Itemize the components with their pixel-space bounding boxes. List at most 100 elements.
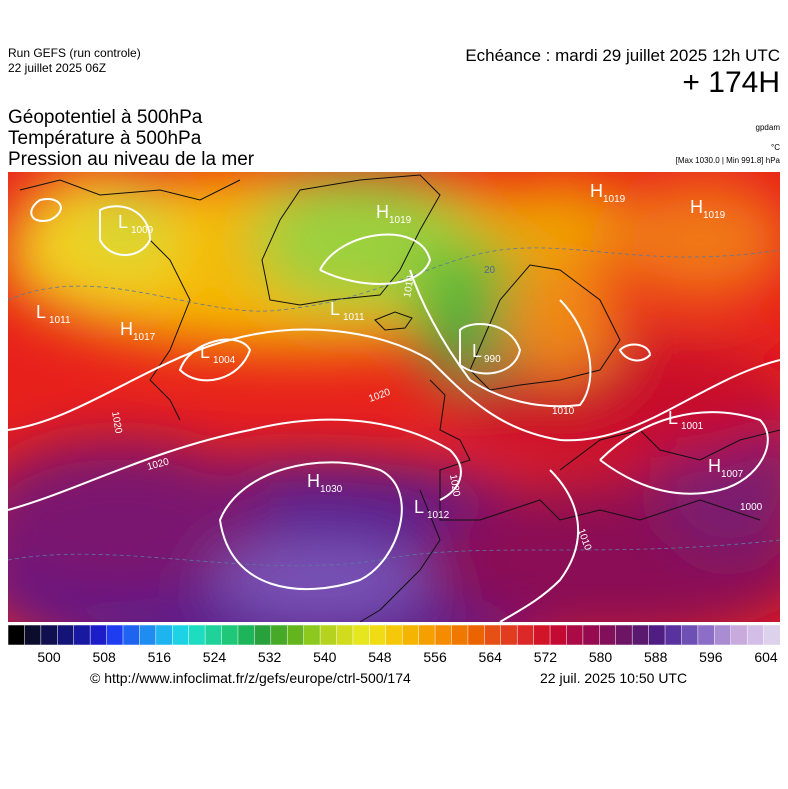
colorbar-swatch (401, 624, 420, 646)
colorbar-swatch (89, 624, 108, 646)
colorbar-swatch (303, 624, 321, 646)
pressure-center-kind: H (376, 202, 389, 222)
colorbar-swatch (139, 624, 157, 646)
pressure-center-value: 1012 (427, 510, 450, 521)
colorbar-label: 540 (313, 649, 337, 665)
pressure-center-kind: H (708, 456, 721, 476)
isobar-label: 1020 (109, 411, 124, 435)
pressure-center-kind: H (690, 197, 703, 217)
colorbar-swatch (172, 624, 190, 646)
valid-time: Echéance : mardi 29 juillet 2025 12h UTC (465, 46, 780, 65)
pressure-center-kind: H (307, 471, 320, 491)
pressure-center-kind: L (118, 212, 128, 232)
colorbar-swatch (204, 624, 223, 646)
isobar-label: 1010 (552, 406, 575, 417)
colorbar-swatch (714, 624, 732, 646)
coastlines (19, 174, 780, 622)
colorbar-swatch (763, 624, 781, 646)
pressure-center-kind: L (330, 299, 340, 319)
colorbar-label: 524 (203, 649, 227, 665)
colorbar-swatch (254, 624, 272, 646)
pressure-center-kind: H (120, 319, 133, 339)
colorbar-swatch (57, 624, 75, 646)
unit: °C (771, 143, 780, 152)
colorbar-swatch (188, 624, 206, 646)
pressure-center-kind: L (472, 341, 482, 361)
colorbar-swatch (221, 624, 239, 646)
colorbar-swatch (7, 624, 25, 646)
colorbar-label: 596 (699, 649, 723, 665)
colorbar-swatch (237, 624, 255, 646)
pressure-center-kind: L (414, 497, 424, 517)
pressure-center-value: 1007 (721, 469, 744, 480)
pressure-center-value: 1019 (603, 194, 626, 205)
unit: gpdam (755, 123, 780, 132)
colorbar-label: 516 (148, 649, 172, 665)
colorbar-label: 532 (258, 649, 282, 665)
pressure-center-value: 1004 (213, 355, 236, 366)
pressure-center-value: 1019 (703, 210, 726, 221)
colorbar-swatch (533, 624, 551, 646)
pressure-center-value: 1030 (320, 484, 343, 495)
colorbar-label: 500 (37, 649, 61, 665)
colorbar-label: 580 (589, 649, 613, 665)
title: Géopotentiel à 500hPa (8, 107, 203, 128)
isobar-label: 1020 (447, 474, 462, 498)
colorbar-swatch (319, 624, 338, 646)
colorbar-swatch (484, 624, 502, 646)
run-name: Run GEFS (run controle) (8, 46, 141, 60)
title: Température à 500hPa (8, 128, 202, 149)
colorbar-swatch (270, 624, 288, 646)
colorbar-swatch (467, 624, 485, 646)
colorbar-swatch (434, 624, 453, 646)
pressure-center-kind: L (668, 408, 678, 428)
colorbar-swatch (451, 624, 469, 646)
colorbar-swatch (418, 624, 436, 646)
colorbar-swatch (746, 624, 765, 646)
title: Pression au niveau de la mer (8, 149, 255, 170)
source: © http://www.infoclimat.fr/z/gefs/europe… (90, 670, 411, 686)
pressure-center-value: 1009 (131, 225, 154, 236)
colorbar-swatch (336, 624, 354, 646)
colorbar-swatch (500, 624, 518, 646)
isobar-label: 1010 (402, 274, 417, 298)
colorbar-swatch (549, 624, 568, 646)
colorbar-swatch (286, 624, 305, 646)
colorbar-label: 556 (423, 649, 447, 665)
colorbar-swatch (24, 624, 42, 646)
colorbar-swatch (73, 624, 91, 646)
pressure-center-kind: L (36, 302, 46, 322)
isobar-label: 20 (484, 265, 496, 276)
run-date: 22 juillet 2025 06Z (8, 61, 107, 75)
colorbar-label: 588 (644, 649, 668, 665)
colorbar-label: 564 (479, 649, 503, 665)
colorbar-label: 604 (754, 649, 778, 665)
pressure-center-value: 1011 (49, 315, 71, 326)
isobar-label: 1000 (740, 502, 763, 513)
colorbar-swatch (582, 624, 600, 646)
pressure-center-value: 990 (484, 354, 501, 365)
colorbar-label: 572 (534, 649, 558, 665)
unit: [Max 1030.0 | Min 991.8] hPa (675, 156, 780, 165)
colorbar-label: 548 (368, 649, 392, 665)
lead-time: + 174H (682, 66, 780, 99)
colorbar-swatch (516, 624, 535, 646)
colorbar-swatch (648, 624, 666, 646)
pressure-center-value: 1017 (133, 332, 156, 343)
colorbar-swatch (106, 624, 124, 646)
colorbar-swatch (730, 624, 748, 646)
colorbar-swatch (599, 624, 617, 646)
colorbar-swatch (664, 624, 682, 646)
colorbar-swatch (681, 624, 699, 646)
isobars (8, 198, 780, 622)
pressure-center-value: 1001 (681, 421, 704, 432)
colorbar-swatch (615, 624, 633, 646)
colorbar-swatch (566, 624, 584, 646)
colorbar-swatch (697, 624, 715, 646)
colorbar: 500 508 516 524 532 540 548 556 564 572 580 588 596 6… (7, 624, 781, 665)
colorbar-swatch (369, 624, 387, 646)
colorbar-label: 508 (92, 649, 116, 665)
